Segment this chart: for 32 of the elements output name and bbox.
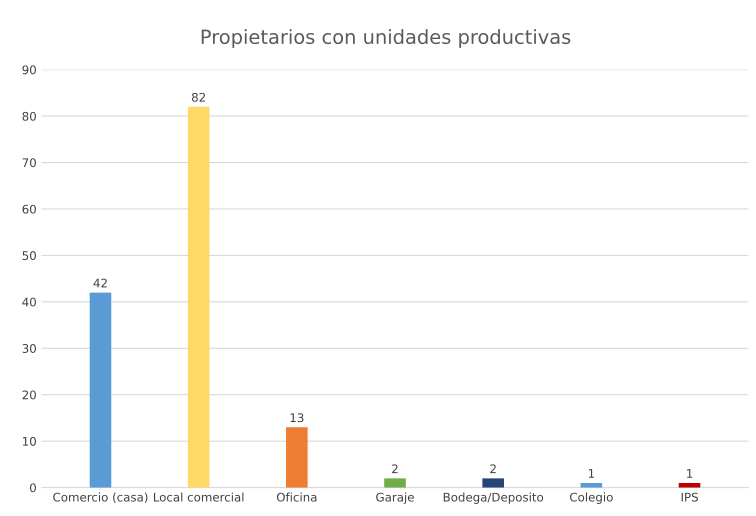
y-tick-label: 40 [22,298,36,307]
bar [188,106,210,488]
x-tick-label: Local comercial [154,492,244,502]
y-tick-label: 70 [22,158,36,168]
y-tick-label: 60 [22,204,36,214]
bar [580,482,602,488]
y-tick-label: 10 [22,436,36,446]
data-label: 13 [290,413,304,422]
data-label: 2 [392,464,398,474]
data-label: 42 [94,278,107,288]
x-tick-label: Comercio (casa) [53,492,148,504]
x-tick-label: Bodega/Deposito [444,492,544,504]
bar [482,478,504,488]
y-tick-label: 20 [22,390,36,400]
y-tick-label: 30 [22,344,36,353]
x-tick-label: Colegio [570,492,613,504]
data-label: 2 [490,464,496,474]
y-tick-label: 80 [22,112,36,121]
x-tick-label: Garaje [376,492,414,504]
data-label: 82 [192,92,205,102]
y-tick-label: 90 [22,65,36,74]
x-tick-label: Oficina [276,492,316,502]
bar [678,482,700,488]
y-tick-label: 0 [30,483,36,492]
x-tick-label: IPS [682,492,698,502]
data-label: 1 [588,469,594,478]
chart-title: Propietarios con unidades productivas [202,29,570,48]
bar [384,478,406,488]
y-tick-label: 50 [22,251,36,260]
bar [286,427,308,488]
bar [90,292,112,488]
data-label: 1 [687,469,692,478]
